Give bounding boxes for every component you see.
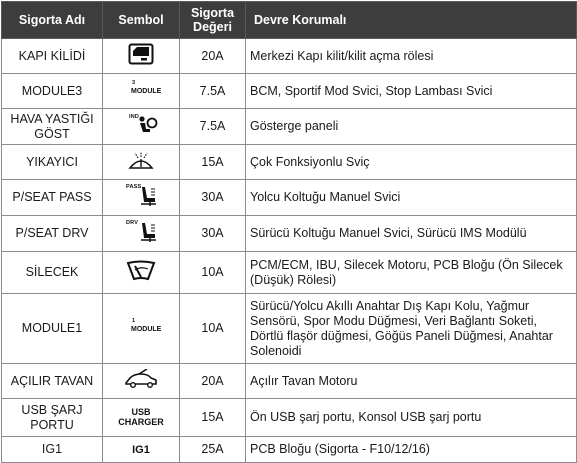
table-row: IG1 IG1 25A PCB Bloğu (Sigorta - F10/12/… [1, 436, 577, 463]
table-row: MODULE1 1 MODULE 10A Sürücü/Yolcu Akıllı… [1, 293, 577, 364]
circuit-cell: Açılır Tavan Motoru [245, 363, 577, 399]
seat-drv-label: DRV [126, 219, 139, 226]
fuse-name-cell: P/SEAT PASS [1, 179, 103, 216]
seat-pass-label: PASS [126, 183, 142, 190]
fuse-value-cell: 30A [179, 179, 246, 216]
table-row: MODULE3 3 MODULE 7.5A BCM, Sportif Mod S… [1, 73, 577, 109]
fuse-value-cell: 25A [179, 436, 246, 463]
symbol-cell [102, 144, 180, 180]
symbol-cell: IG1 [102, 436, 180, 463]
module-label: MODULE [131, 325, 162, 333]
header-fuse-name: Sigorta Adı [1, 1, 103, 39]
fuse-value-cell: 7.5A [179, 73, 246, 109]
table-row: AÇILIR TAVAN 20A Açılır Tavan Motoru [1, 363, 577, 399]
symbol-cell: 1 MODULE [102, 293, 180, 364]
symbol-cell [102, 363, 180, 399]
circuit-cell: Çok Fonksiyonlu Sviç [245, 144, 577, 180]
fuse-name-cell: KAPI KİLİDİ [1, 38, 103, 74]
symbol-cell: PASS [102, 179, 180, 216]
table-row: YIKAYICI 15A Çok Fonksiyonlu Sviç [1, 144, 577, 180]
module-icon: 3 MODULE [111, 74, 171, 104]
symbol-cell: 3 MODULE [102, 73, 180, 109]
table-row: USB ŞARJ PORTU USB CHARGER 15A Ön USB şa… [1, 398, 577, 437]
symbol-cell [102, 38, 180, 74]
header-circuit: Devre Korumalı [245, 1, 577, 39]
table-row: KAPI KİLİDİ 20A Merkezi Kapı kilit/kilit… [1, 38, 577, 74]
sunroof-icon [111, 364, 171, 394]
fuse-value-cell: 20A [179, 363, 246, 399]
fuse-value-cell: 10A [179, 251, 246, 294]
fuse-name-cell: MODULE1 [1, 293, 103, 364]
header-symbol: Sembol [102, 1, 180, 39]
usb-charger-icon: USB CHARGER [118, 406, 164, 427]
table-row: HAVA YASTIĞI GÖST IND 7.5A Gösterge pane… [1, 108, 577, 145]
wiper-icon [111, 256, 171, 286]
table-row: SİLECEK 10A PCM/ECM, IBU, Silecek Motoru… [1, 251, 577, 294]
table-header-row: Sigorta Adı Sembol Sigorta Değeri Devre … [1, 1, 577, 39]
fuse-value-cell: 10A [179, 293, 246, 364]
symbol-cell: IND [102, 108, 180, 145]
table-row: P/SEAT DRV DRV 30A Sürücü Koltuğu Manuel… [1, 215, 577, 252]
circuit-cell: Ön USB şarj portu, Konsol USB şarj portu [245, 398, 577, 437]
module-label: MODULE [131, 88, 162, 95]
circuit-cell: PCM/ECM, IBU, Silecek Motoru, PCB Bloğu … [245, 251, 577, 294]
driver-seat-icon: DRV [111, 217, 171, 247]
fuse-name-cell: HAVA YASTIĞI GÖST [1, 108, 103, 145]
module-number: 1 [132, 317, 136, 324]
passenger-seat-icon: PASS [111, 181, 171, 211]
module-number: 3 [132, 80, 136, 86]
symbol-cell: DRV [102, 215, 180, 252]
circuit-cell: BCM, Sportif Mod Svici, Stop Lambası Svi… [245, 73, 577, 109]
circuit-cell: PCB Bloğu (Sigorta - F10/12/16) [245, 436, 577, 463]
fuse-name-cell: P/SEAT DRV [1, 215, 103, 252]
fuse-value-cell: 15A [179, 398, 246, 437]
fuse-name-cell: IG1 [1, 436, 103, 463]
circuit-cell: Merkezi Kapı kilit/kilit açma rölesi [245, 38, 577, 74]
ig1-icon: IG1 [132, 443, 150, 456]
fuse-name-cell: MODULE3 [1, 73, 103, 109]
module-icon: 1 MODULE [111, 312, 171, 342]
door-lock-icon [111, 39, 171, 69]
fuse-name-cell: AÇILIR TAVAN [1, 363, 103, 399]
circuit-cell: Sürücü/Yolcu Akıllı Anahtar Dış Kapı Kol… [245, 293, 577, 364]
fuse-name-cell: USB ŞARJ PORTU [1, 398, 103, 437]
symbol-cell: USB CHARGER [102, 398, 180, 437]
circuit-cell: Gösterge paneli [245, 108, 577, 145]
fuse-name-cell: YIKAYICI [1, 144, 103, 180]
airbag-ind-label: IND [129, 113, 140, 120]
fuse-value-cell: 15A [179, 144, 246, 180]
fuse-value-cell: 7.5A [179, 108, 246, 145]
fuse-value-cell: 20A [179, 38, 246, 74]
circuit-cell: Sürücü Koltuğu Manuel Svici, Sürücü IMS … [245, 215, 577, 252]
fuse-name-cell: SİLECEK [1, 251, 103, 294]
airbag-indicator-icon: IND [111, 110, 171, 140]
symbol-cell [102, 251, 180, 294]
fuse-value-cell: 30A [179, 215, 246, 252]
header-fuse-value: Sigorta Değeri [179, 1, 246, 39]
circuit-cell: Yolcu Koltuğu Manuel Svici [245, 179, 577, 216]
table-row: P/SEAT PASS PASS 30A Yolcu Koltuğu Manue… [1, 179, 577, 216]
washer-icon [111, 145, 171, 175]
